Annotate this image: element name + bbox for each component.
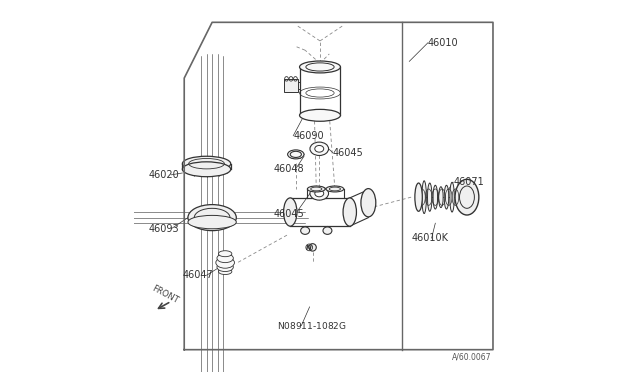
Text: 46045: 46045 (273, 209, 304, 219)
Ellipse shape (218, 251, 232, 257)
Ellipse shape (188, 205, 236, 231)
Ellipse shape (415, 183, 422, 211)
Ellipse shape (444, 185, 449, 209)
Ellipse shape (455, 179, 479, 215)
Ellipse shape (301, 227, 310, 234)
Bar (284, 79, 298, 92)
Ellipse shape (310, 142, 328, 155)
Ellipse shape (300, 109, 340, 121)
Ellipse shape (433, 185, 438, 209)
Text: 46010: 46010 (428, 38, 458, 48)
Ellipse shape (422, 181, 426, 214)
Ellipse shape (310, 187, 328, 200)
Ellipse shape (361, 189, 376, 217)
Ellipse shape (182, 156, 231, 171)
Ellipse shape (306, 63, 334, 71)
Ellipse shape (217, 254, 234, 263)
Circle shape (309, 244, 316, 251)
Ellipse shape (182, 162, 231, 177)
Text: 46093: 46093 (149, 224, 179, 234)
Ellipse shape (307, 186, 325, 192)
Text: 46047: 46047 (182, 270, 213, 280)
Text: 46090: 46090 (294, 131, 324, 141)
Ellipse shape (315, 190, 324, 197)
Ellipse shape (450, 182, 454, 212)
Text: 46048: 46048 (273, 164, 304, 174)
Ellipse shape (428, 183, 432, 211)
Text: 46010K: 46010K (411, 233, 448, 243)
Ellipse shape (284, 198, 297, 226)
Ellipse shape (438, 187, 443, 208)
Text: $\mathregular{N}$08911-1082G: $\mathregular{N}$08911-1082G (277, 320, 347, 331)
Ellipse shape (287, 150, 304, 159)
Text: $\mathregular{N}$: $\mathregular{N}$ (305, 243, 313, 252)
Ellipse shape (188, 215, 236, 229)
Ellipse shape (323, 227, 332, 234)
Text: A/60.0067: A/60.0067 (452, 353, 492, 362)
Ellipse shape (216, 257, 234, 268)
Text: 46020: 46020 (149, 170, 180, 180)
Ellipse shape (217, 263, 234, 272)
Text: 46071: 46071 (454, 177, 484, 187)
Text: 46045: 46045 (333, 148, 364, 157)
Ellipse shape (300, 61, 340, 73)
Ellipse shape (315, 145, 324, 152)
Text: FRONT: FRONT (150, 283, 179, 305)
Ellipse shape (326, 186, 344, 192)
Ellipse shape (343, 198, 356, 226)
Ellipse shape (218, 269, 232, 275)
